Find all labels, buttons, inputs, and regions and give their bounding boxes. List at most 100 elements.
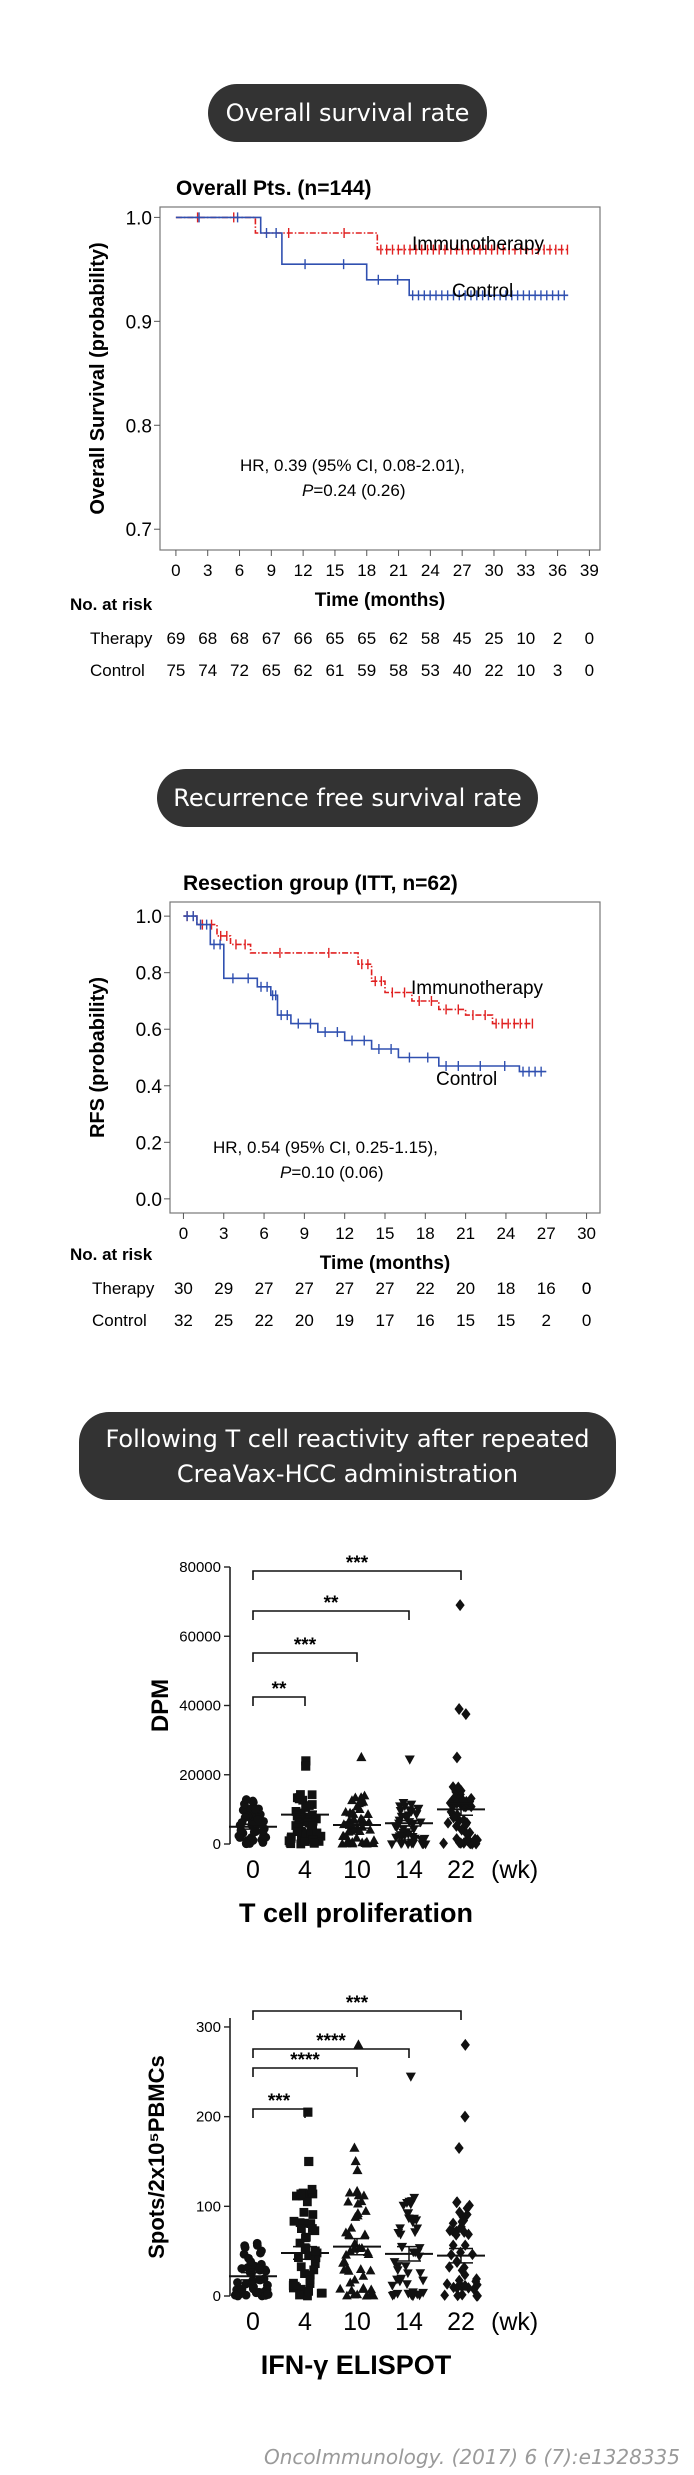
risk-value: 0 [585,629,594,648]
risk-value: 16 [537,1279,556,1298]
risk-value: 10 [516,661,535,680]
data-point [462,2208,472,2221]
risk-value: 45 [453,629,472,648]
risk-value: 3 [553,661,562,680]
risk-value: 17 [376,1311,395,1330]
x-tick-label: 3 [203,561,212,580]
data-point [312,1828,322,1838]
data-point [345,2277,356,2287]
data-point [465,2199,474,2212]
data-point [363,2249,374,2258]
data-point [450,1791,460,1804]
data-point [305,2270,315,2280]
x-tick-label: 21 [389,561,408,580]
data-point [233,2278,242,2287]
series-label-control: Control [452,281,513,302]
data-point [254,2264,264,2274]
x-tick-label: 0 [171,561,180,580]
risk-value: 53 [421,661,440,680]
data-point [345,2246,356,2255]
risk-value: 67 [262,629,281,648]
data-point [302,2197,312,2207]
data-point [303,2291,312,2301]
data-point [343,1826,354,1836]
data-point [307,1811,317,1821]
x-tick-label: 21 [456,1224,475,1243]
data-point [353,2208,363,2217]
data-point [256,2248,265,2258]
data-point [358,2270,369,2280]
x-category-label: 0 [246,2308,260,2336]
y-tick-label: 20000 [179,1767,221,1784]
data-point [448,1799,458,1812]
data-point [448,1781,458,1793]
significance-bracket [252,2048,410,2058]
data-point [296,2262,306,2272]
data-point [341,1838,352,1848]
risk-value: 74 [198,661,217,680]
data-point [396,2243,407,2252]
data-point [241,1838,251,1848]
x-tick-label: 33 [516,561,535,580]
significance-stars: ** [272,1679,287,1700]
x-axis-label: Time (months) [320,1253,451,1274]
risk-value: 69 [166,629,185,648]
data-point [362,1836,372,1846]
data-point [301,1761,311,1771]
data-point [461,1708,471,1721]
x-tick-label: 6 [259,1224,268,1243]
risk-value: 62 [389,629,408,648]
data-point [460,2279,470,2292]
risk-value: 68 [230,629,249,648]
x-tick-label: 12 [335,1224,354,1243]
x-category-label: 4 [298,1856,312,1884]
data-point [449,1811,458,1824]
data-point [296,2284,306,2294]
data-point [360,2229,370,2239]
risk-value: 25 [485,629,504,648]
data-point [353,2198,363,2208]
data-point [351,1832,362,1842]
x-tick-label: 15 [325,561,344,580]
data-point [386,1840,397,1850]
data-point [365,1824,375,1834]
p-symbol: P [280,1163,292,1182]
data-point [300,2269,309,2278]
p-value-annotation: P=0.24 (0.26) [302,481,406,500]
data-point [305,2275,315,2285]
data-point [300,1837,310,1846]
x-tick-label: 12 [294,561,313,580]
significance-bracket [252,1652,358,1662]
x-tick-label: 30 [485,561,504,580]
data-point [410,2228,420,2238]
control-survival-curve [175,216,569,297]
hr-annotation: HR, 0.54 (95% CI, 0.25-1.15), [213,1138,438,1157]
data-point [246,2257,256,2267]
data-point [250,1804,260,1814]
data-point [457,2289,467,2301]
x-category-label: 10 [343,1856,371,1884]
data-point [404,2197,415,2207]
data-point [295,2238,305,2248]
ifn-gamma-elispot-chart: 0 100 200 300 Spots/2x10⁵PBMCs 0 4 10 14 22 (wk) IF… [144,1993,538,2380]
data-point [292,1811,302,1821]
data-point [309,2265,319,2275]
risk-value: 22 [255,1311,274,1330]
plot-frame [159,206,601,551]
data-point [454,1702,464,1715]
data-point [451,1820,461,1832]
data-point [461,1819,471,1831]
data-point [352,2164,363,2175]
data-point [303,2107,313,2117]
y-tick-label: 60000 [179,1628,221,1645]
data-point [393,2228,404,2238]
data-point [453,1781,463,1793]
data-point [349,2274,360,2284]
data-point [301,2244,311,2254]
data-point [302,1817,312,1827]
data-point [451,2229,461,2241]
data-point [418,2276,428,2286]
y-tick-label: 0.4 [136,1077,163,1098]
data-point [366,2287,377,2297]
data-point [308,1821,318,1830]
